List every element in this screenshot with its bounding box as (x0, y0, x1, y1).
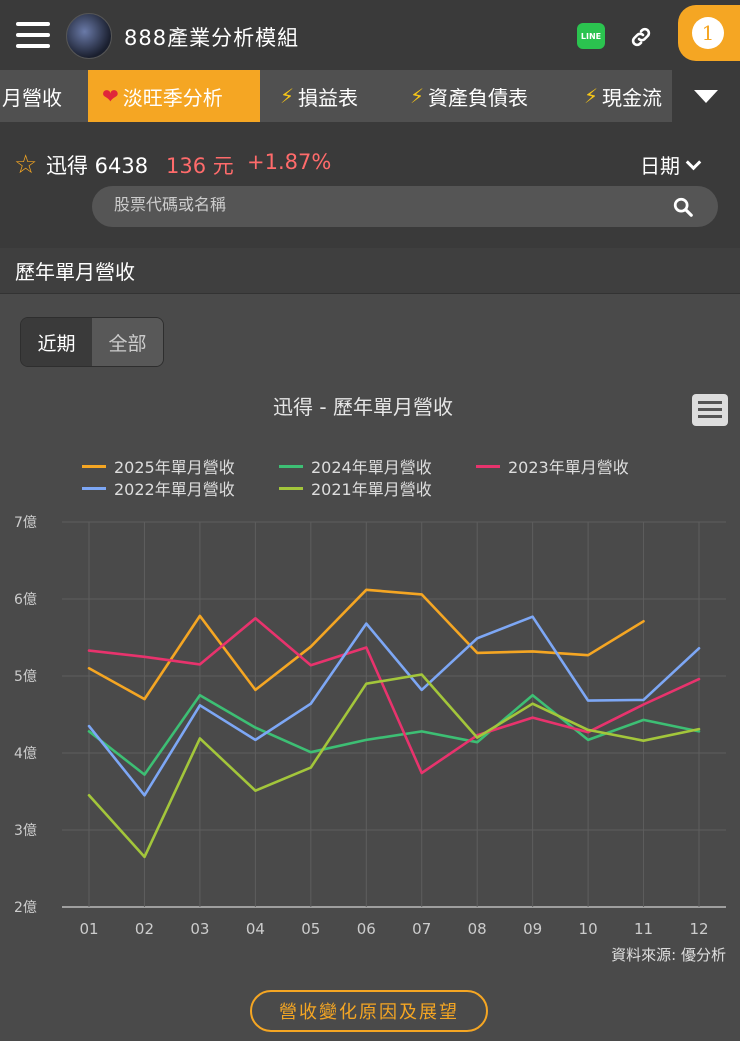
link-icon[interactable] (628, 25, 654, 49)
tab-cash-flow[interactable]: ⚡ 現金流 (584, 70, 662, 122)
tab-seasonality[interactable]: ❤ 淡旺季分析 (88, 70, 260, 122)
legend-item[interactable]: 2023年單月營收 (476, 454, 629, 478)
legend-swatch (279, 464, 303, 468)
search-box (92, 186, 718, 227)
legend-label: 2025年單月營收 (114, 458, 235, 477)
y-tick-label: 2億 (14, 900, 37, 916)
x-tick-label: 10 (579, 920, 598, 938)
tab-monthly-revenue[interactable]: 月營收 (0, 70, 88, 122)
section-title: 歷年單月營收 (15, 260, 135, 284)
tab-income-statement[interactable]: ⚡ 損益表 (280, 70, 358, 122)
toggle-all[interactable]: 全部 (92, 318, 163, 366)
app-logo[interactable] (66, 13, 112, 59)
legend-item[interactable]: 2024年單月營收 (279, 454, 432, 478)
legend-swatch (279, 486, 303, 490)
legend-item[interactable]: 2025年單月營收 (82, 454, 235, 478)
x-tick-label: 05 (301, 920, 320, 938)
legend-item[interactable]: 2022年單月營收 (82, 476, 235, 500)
tab-label: 淡旺季分析 (122, 85, 223, 110)
top-bar: 888產業分析模組 LINE 1 (0, 0, 740, 70)
x-tick-label: 09 (523, 920, 542, 938)
tab-bar: 月營收 ❤ 淡旺季分析 ⚡ 損益表 ⚡ 資產負債表 ⚡ 現金流 (0, 70, 740, 122)
notification-badge: 1 (692, 17, 724, 49)
bolt-icon: ⚡ (584, 84, 599, 108)
x-tick-label: 06 (357, 920, 376, 938)
caret-down-icon (694, 89, 718, 103)
tab-label: 資產負債表 (428, 85, 529, 110)
stock-header: ☆ 迅得 6438 136 元 +1.87% 日期 (0, 122, 740, 248)
x-tick-label: 03 (190, 920, 209, 938)
tab-label: 月營收 (2, 85, 62, 110)
series-line (87, 693, 701, 776)
revenue-line-chart: 2億 3億 4億 5億 6億 7億 01 02 03 04 05 06 07 08 09 10 11 12 (14, 515, 726, 938)
series-line (87, 615, 701, 797)
date-label: 日期 (640, 154, 680, 178)
series-line (87, 673, 701, 859)
y-tick-label: 6億 (14, 592, 37, 608)
bolt-icon: ⚡ (280, 84, 295, 108)
x-tick-label: 12 (689, 920, 708, 938)
legend-label: 2022年單月營收 (114, 480, 235, 499)
y-tick-label: 5億 (14, 669, 37, 685)
legend-swatch (82, 464, 106, 468)
stock-name: 迅得 6438 (46, 154, 149, 178)
bolt-icon: ⚡ (410, 84, 425, 108)
legend-label: 2024年單月營收 (311, 458, 432, 477)
legend-label: 2021年單月營收 (311, 480, 432, 499)
chart-menu-icon[interactable] (692, 394, 728, 426)
legend-swatch (476, 464, 500, 468)
revenue-reason-button[interactable]: 營收變化原因及展望 (250, 990, 488, 1032)
section-header: 歷年單月營收 (0, 248, 740, 294)
y-tick-label: 3億 (14, 823, 37, 839)
chevron-down-icon (685, 154, 702, 171)
hamburger-menu-icon[interactable] (16, 22, 50, 48)
toggle-recent[interactable]: 近期 (21, 318, 92, 366)
notification-button[interactable]: 1 (678, 5, 740, 61)
data-source: 資料來源: 優分析 (611, 946, 726, 964)
tab-label: 現金流 (602, 85, 663, 110)
stock-price: 136 元 (166, 154, 234, 178)
search-icon[interactable] (672, 196, 694, 218)
x-tick-label: 11 (634, 920, 653, 938)
chart-legend: 2025年單月營收 2024年單月營收 2023年單月營收 2022年單月營收 … (82, 454, 722, 502)
chart-title: 迅得 - 歷年單月營收 (273, 395, 453, 419)
tab-label: 損益表 (298, 85, 359, 110)
legend-swatch (82, 486, 106, 490)
heart-icon: ❤ (102, 84, 119, 108)
tabs-more-button[interactable] (672, 70, 740, 122)
x-tick-label: 08 (468, 920, 487, 938)
line-share-icon[interactable]: LINE (577, 23, 605, 49)
x-tick-label: 01 (79, 920, 98, 938)
x-tick-label: 07 (412, 920, 431, 938)
x-tick-label: 04 (246, 920, 265, 938)
range-toggle: 近期 全部 (20, 317, 164, 367)
legend-label: 2023年單月營收 (508, 458, 629, 477)
stock-change: +1.87% (247, 150, 332, 174)
date-selector[interactable]: 日期 (640, 150, 702, 179)
app-title: 888產業分析模組 (124, 26, 300, 50)
series-line (87, 617, 701, 775)
tab-balance-sheet[interactable]: ⚡ 資產負債表 (410, 70, 528, 122)
legend-item[interactable]: 2021年單月營收 (279, 476, 432, 500)
y-tick-label: 7億 (14, 515, 37, 531)
series-line (87, 588, 645, 701)
search-input[interactable] (114, 195, 654, 214)
y-tick-label: 4億 (14, 746, 37, 762)
star-icon[interactable]: ☆ (14, 150, 38, 180)
x-tick-label: 02 (135, 920, 154, 938)
